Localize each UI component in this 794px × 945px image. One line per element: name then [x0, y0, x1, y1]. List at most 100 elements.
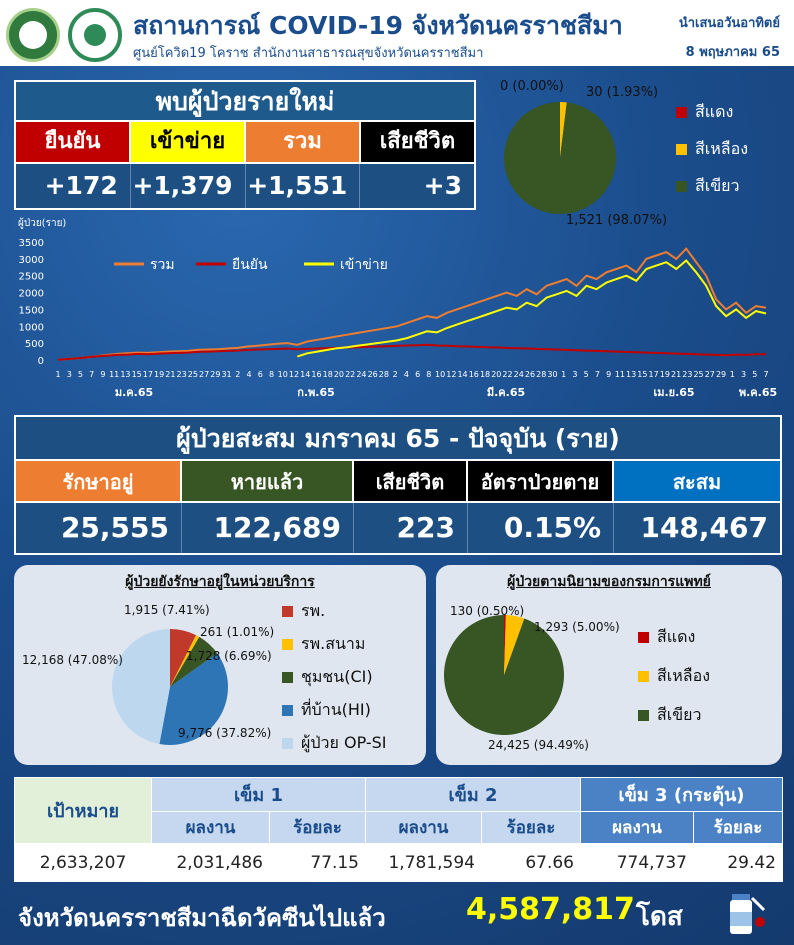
- dms-legend-red: สีแดง: [638, 625, 710, 650]
- x-tick-label: 4: [404, 370, 409, 379]
- x-tick-label: 28: [536, 370, 546, 379]
- svc-label-community: 1,728 (6.69%): [186, 649, 272, 663]
- svc-label-home: 9,776 (37.82%): [178, 726, 271, 740]
- x-tick-label: 27: [199, 370, 209, 379]
- dose2-percent-header: ร้อยละ: [481, 811, 581, 844]
- x-tick-label: 20: [491, 370, 501, 379]
- header: สถานการณ์ COVID-19 จังหวัดนครราชสีมา ศูน…: [0, 0, 794, 66]
- x-tick-label: 15: [637, 370, 647, 379]
- x-tick-label: 31: [221, 370, 231, 379]
- x-tick-label: 16: [311, 370, 321, 379]
- x-tick-label: 9: [100, 370, 105, 379]
- svc-legend-ci-label: ชุมชน(CI): [301, 667, 373, 686]
- value-cum-deaths: 223: [354, 503, 468, 553]
- service-unit-panel: ผู้ป่วยยังรักษาอยู่ในหน่วยบริการ 1,915 (…: [14, 565, 426, 765]
- footer-text: จังหวัดนครราชสีมาฉีดวัคซีนไปแล้ว: [18, 904, 386, 932]
- x-tick-label: 6: [415, 370, 420, 379]
- x-tick-label: 29: [210, 370, 220, 379]
- label-confirmed: ยืนยัน: [16, 122, 131, 162]
- x-tick-label: 28: [379, 370, 389, 379]
- x-tick-label: 21: [671, 370, 681, 379]
- x-tick-label: 2: [235, 370, 240, 379]
- page-title: สถานการณ์ COVID-19 จังหวัดนครราชสีมา: [133, 11, 623, 40]
- chart-ylabel: ผู้ป่วย(ราย): [18, 217, 66, 229]
- x-tick-label: 16: [469, 370, 479, 379]
- footer: จังหวัดนครราชสีมาฉีดวัคซีนไปแล้ว 4,587,8…: [14, 890, 782, 940]
- x-tick-label: 27: [705, 370, 715, 379]
- x-tick-label: 19: [154, 370, 164, 379]
- date-label: 8 พฤษภาคม 65: [685, 45, 780, 60]
- dms-legend-yellow-label: สีเหลือง: [657, 666, 711, 685]
- label-deaths: เสียชีวิต: [361, 122, 474, 162]
- x-tick-label: 20: [334, 370, 344, 379]
- dose2-percent-value: 67.66: [481, 843, 581, 882]
- label-fatality-rate: อัตราป่วยตาย: [468, 461, 614, 501]
- vaccine-table: เป้าหมาย เข็ม 1 เข็ม 2 เข็ม 3 (กระตุ้น) …: [14, 777, 783, 882]
- x-tick-label: 8: [269, 370, 274, 379]
- x-tick-label: 10: [278, 370, 288, 379]
- series-line-1: [57, 343, 767, 361]
- dose2-header: เข็ม 2: [365, 777, 581, 812]
- label-probable: เข้าข่าย: [131, 122, 246, 162]
- y-tick-label: 3500: [19, 238, 44, 249]
- vaccine-vial-icon: [730, 894, 766, 934]
- daily-cases-line-chart: ผู้ป่วย(ราย) 0 500 1000 1500 2000 2500 3000 350…: [18, 217, 777, 399]
- x-tick-label: 11: [615, 370, 625, 379]
- pie-slice-yellow: [560, 102, 567, 158]
- y-tick-label: 1000: [19, 322, 44, 333]
- value-probable: +1,379: [131, 164, 246, 208]
- svc-slice-hospital: [170, 629, 197, 687]
- dms-legend-yellow: สีเหลือง: [638, 664, 710, 689]
- series-line-2: [296, 259, 767, 358]
- label-in-treatment: รักษาอยู่: [16, 461, 182, 501]
- dms-slice-red: [504, 615, 506, 675]
- vaccine-table-panel: เป้าหมาย เข็ม 1 เข็ม 2 เข็ม 3 (กระตุ้น) …: [14, 777, 783, 882]
- x-tick-label: 17: [649, 370, 659, 379]
- label-recovered: หายแล้ว: [182, 461, 354, 501]
- x-tick-label: 12: [289, 370, 299, 379]
- legend-label-2: เข้าข่าย: [340, 257, 388, 273]
- dose1-percent-header: ร้อยละ: [269, 811, 366, 844]
- dms-slice-green: [444, 615, 564, 735]
- x-tick-label: 11: [109, 370, 119, 379]
- x-tick-label: 14: [457, 370, 467, 379]
- pie-label-green: 1,521 (98.07%): [566, 213, 667, 228]
- x-tick-label: 4: [247, 370, 252, 379]
- value-recovered: 122,689: [182, 503, 354, 553]
- x-tick-label: 30: [547, 370, 557, 379]
- legend-green: สีเขียว: [676, 174, 748, 199]
- x-tick-label: 23: [177, 370, 187, 379]
- series-line-0: [57, 247, 767, 361]
- svc-legend-opsi: ผู้ป่วย OP-SI: [282, 731, 387, 756]
- dose3-result-header: ผลงาน: [580, 811, 694, 844]
- dose3-result-value: 774,737: [580, 843, 694, 882]
- label-cum-deaths: เสียชีวิต: [354, 461, 468, 501]
- legend-yellow: สีเหลือง: [676, 137, 748, 162]
- dose1-percent-value: 77.15: [269, 843, 366, 882]
- x-tick-label: 7: [595, 370, 600, 379]
- value-confirmed: +172: [16, 164, 131, 208]
- svc-legend-ci: ชุมชน(CI): [282, 665, 387, 690]
- cumulative-values: 25,555 122,689 223 0.15% 148,467: [16, 503, 780, 553]
- month-label: เม.ย.65: [653, 386, 694, 399]
- x-tick-label: 21: [165, 370, 175, 379]
- new-cases-heading: พบผู้ป่วยรายใหม่: [16, 82, 474, 122]
- target-header: เป้าหมาย: [14, 777, 152, 844]
- svc-slice-ci: [170, 636, 218, 687]
- value-deaths: +3: [423, 171, 462, 200]
- label-cumulative-total: สะสม: [614, 461, 780, 501]
- value-cumulative-total: 148,467: [640, 511, 768, 544]
- legend-yellow-label: สีเหลือง: [695, 139, 749, 158]
- value-fatality-rate: 0.15%: [468, 503, 614, 553]
- x-tick-label: 2: [393, 370, 398, 379]
- svc-legend-field: รพ.สนาม: [282, 632, 387, 657]
- x-tick-label: 24: [514, 370, 524, 379]
- x-tick-label: 6: [258, 370, 263, 379]
- dose2-result-value: 1,781,594: [365, 843, 482, 882]
- x-tick-label: 18: [480, 370, 490, 379]
- legend-red-label: สีแดง: [695, 102, 734, 121]
- dms-legend-green-label: สีเขียว: [657, 705, 702, 724]
- service-legend: รพ. รพ.สนาม ชุมชน(CI) ที่บ้าน(HI) ผู้ป่ว…: [282, 599, 387, 764]
- presentation-date: นำเสนอวันอาทิตย์ 8 พฤษภาคม 65: [679, 12, 780, 70]
- pie-label-yellow: 30 (1.93%): [586, 85, 658, 100]
